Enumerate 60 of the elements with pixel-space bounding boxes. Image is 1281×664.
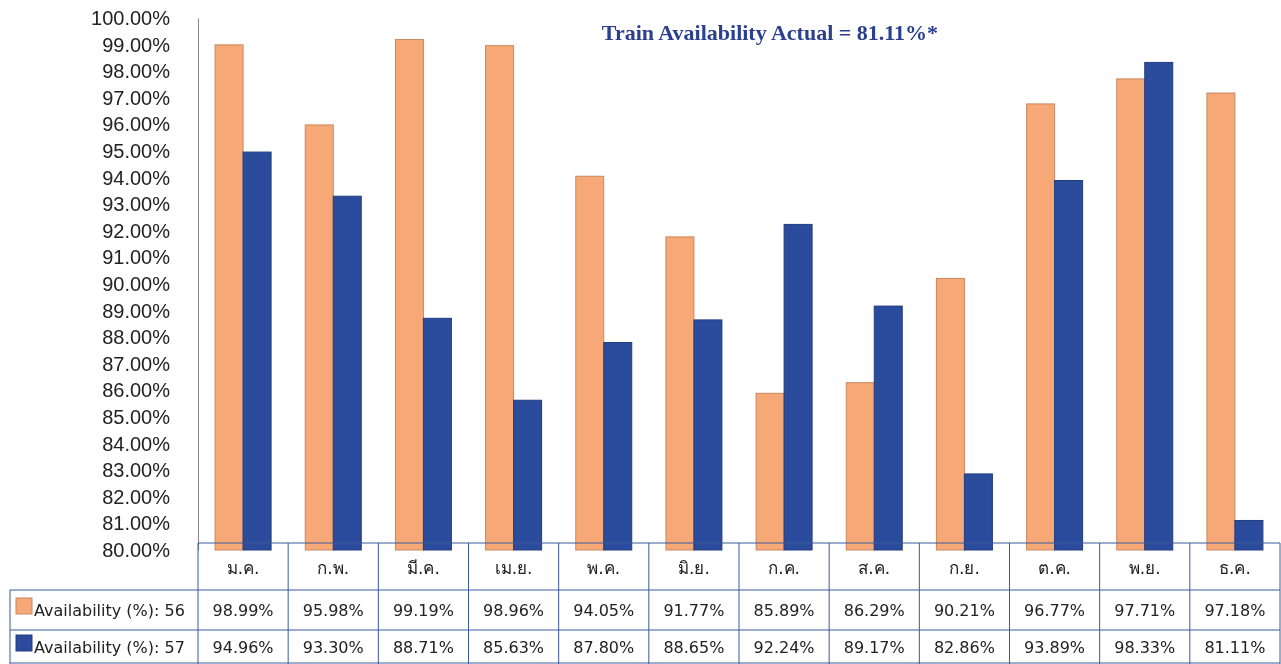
x-tick-label: ก.พ. [317,558,350,578]
data-label: 85.63% [483,638,545,657]
data-label: 85.89% [753,601,815,620]
data-label: 97.71% [1114,601,1176,620]
legend-label: Availability (%): 57 [34,638,185,657]
x-tick-label: มี.ค. [407,558,440,578]
data-label: 82.86% [933,638,995,657]
x-tick-label: ม.ค. [226,558,260,578]
y-tick-label: 91.00% [102,246,171,269]
data-label: 89.17% [843,638,905,657]
x-tick-label: เม.ย. [494,558,533,578]
y-tick-label: 97.00% [102,86,171,109]
legend-label: Availability (%): 56 [34,601,185,620]
data-label: 92.24% [753,638,815,657]
x-tick-label: ก.ค. [768,558,800,578]
data-label: 90.21% [933,601,995,620]
y-tick-label: 92.00% [102,219,171,242]
data-label: 91.77% [663,601,725,620]
data-label: 88.65% [663,638,725,657]
y-tick-label: 96.00% [102,113,171,136]
y-tick-label: 88.00% [102,326,171,349]
data-label: 88.71% [392,638,454,657]
y-tick-label: 82.00% [102,485,171,508]
data-label: 98.99% [212,601,274,620]
data-label: 93.89% [1024,638,1086,657]
y-tick-label: 85.00% [102,405,171,428]
y-tick-label: 94.00% [102,166,171,189]
y-tick-label: 80.00% [102,538,171,561]
data-label: 95.98% [302,601,364,620]
y-tick-label: 95.00% [102,139,171,162]
y-tick-label: 93.00% [102,193,171,216]
data-label: 97.18% [1204,601,1266,620]
y-tick-label: 99.00% [102,33,171,56]
x-tick-label: พ.ย. [1128,558,1161,578]
y-tick-label: 90.00% [102,272,171,295]
x-tick-label: ส.ค. [858,558,891,578]
y-tick-label: 83.00% [102,459,171,482]
data-label: 94.05% [573,601,635,620]
data-label: 94.96% [212,638,274,657]
y-tick-label: 100.00% [91,6,171,29]
data-label: 96.77% [1024,601,1086,620]
y-tick-label: 87.00% [102,352,171,375]
y-tick-label: 98.00% [102,60,171,83]
data-label: 98.96% [483,601,545,620]
y-tick-label: 81.00% [102,512,171,535]
data-label: 98.33% [1114,638,1176,657]
x-tick-label: ก.ย. [949,558,980,578]
chart-title: Train Availability Actual = 81.11%* [601,20,939,45]
data-label: 99.19% [392,601,454,620]
data-label: 86.29% [843,601,905,620]
x-tick-label: ต.ค. [1038,558,1071,578]
data-label: 93.30% [302,638,364,657]
x-tick-label: พ.ค. [587,558,621,578]
data-label: 87.80% [573,638,635,657]
y-tick-label: 89.00% [102,299,171,322]
x-tick-label: ธ.ค. [1219,558,1251,578]
y-tick-label: 84.00% [102,432,171,455]
y-tick-label: 86.00% [102,379,171,402]
x-tick-label: มิ.ย. [678,558,710,578]
data-label: 81.11% [1204,638,1266,657]
